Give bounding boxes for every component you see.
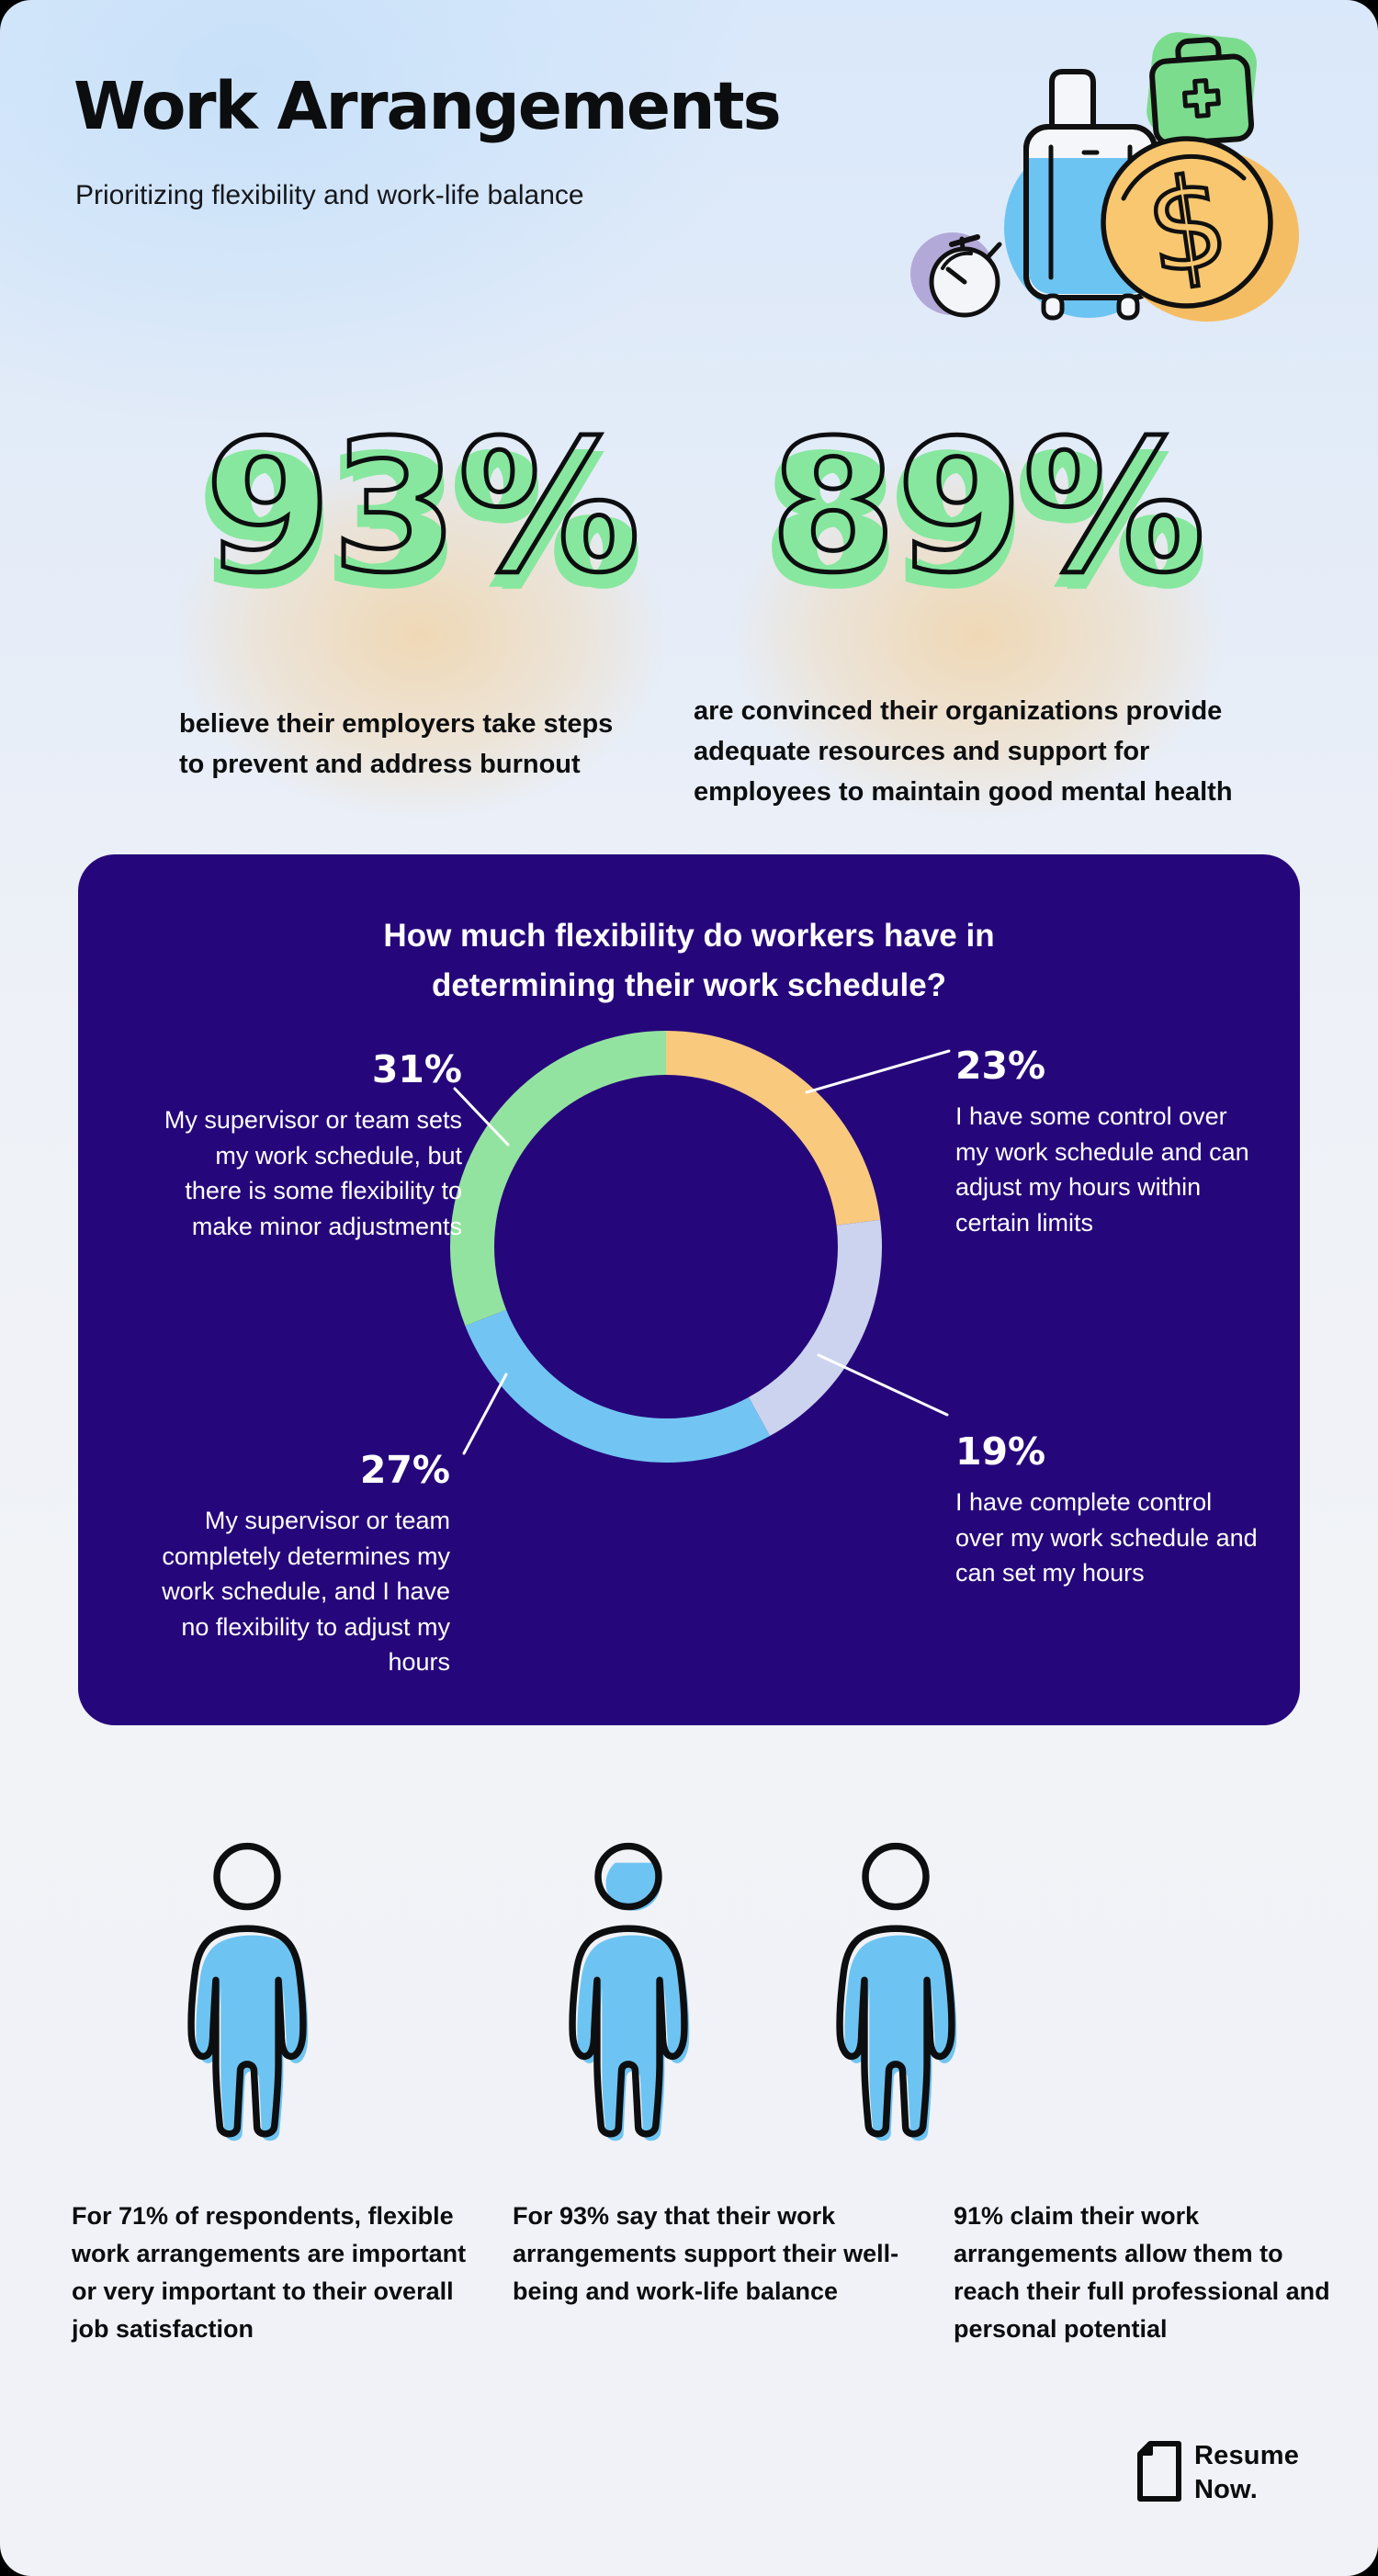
document-icon xyxy=(1137,2441,1181,2502)
person-icon xyxy=(797,1837,994,2142)
segment-label: 31% My supervisor or team sets my work s… xyxy=(155,1047,462,1244)
segment-percent: 23% xyxy=(955,1044,1046,1088)
figure-text: 91% claim their work arrangements allow … xyxy=(954,2202,1330,2344)
segment-percent: 27% xyxy=(359,1448,450,1492)
person-icon xyxy=(530,1837,727,2142)
stat-description: believe their employers take steps to pr… xyxy=(179,709,614,780)
chart-panel: How much flexibility do workers have in … xyxy=(78,854,1300,1725)
connector-line xyxy=(805,1049,951,1094)
segment-description: My supervisor or team sets my work sched… xyxy=(164,1106,462,1240)
header-illustration: $ xyxy=(910,32,1299,322)
page-title: Work Arrangements xyxy=(73,68,782,144)
connector-line xyxy=(453,1087,510,1147)
page-subtitle: Prioritizing flexibility and work-life b… xyxy=(75,180,584,210)
stat-value: 93% xyxy=(203,401,643,613)
first-aid-kit-icon xyxy=(1146,32,1257,147)
person-icon xyxy=(149,1837,345,2142)
segment-label: 23% I have some control over my work sch… xyxy=(955,1044,1262,1240)
stat-value: 89% xyxy=(768,401,1208,613)
donut-arc xyxy=(450,1031,882,1463)
stat-description: are convinced their organizations provid… xyxy=(694,696,1233,808)
dollar-coin-icon: $ xyxy=(1101,136,1299,322)
segment-percent: 19% xyxy=(955,1429,1046,1474)
connector-line xyxy=(817,1353,949,1417)
brand-name: Resume Now. xyxy=(1194,2439,1299,2506)
segment-description: My supervisor or team completely determi… xyxy=(162,1507,450,1677)
brand-line2: Now. xyxy=(1194,2474,1258,2504)
donut-arc xyxy=(450,1031,882,1463)
figure-text: For 93% say that their work arrangements… xyxy=(513,2202,899,2306)
chart-title: How much flexibility do workers have in … xyxy=(383,918,995,1004)
segment-description: I have complete control over my work sch… xyxy=(955,1488,1258,1587)
stat-glow xyxy=(643,384,1314,885)
donut-arc xyxy=(450,1031,882,1463)
stopwatch-icon xyxy=(910,232,1002,318)
segment-label: 27% My supervisor or team completely det… xyxy=(143,1448,450,1680)
figure-text: For 71% of respondents, flexible work ar… xyxy=(72,2202,467,2344)
donut-arc xyxy=(450,1031,882,1463)
brand-line1: Resume xyxy=(1194,2441,1300,2470)
segment-label: 19% I have complete control over my work… xyxy=(955,1429,1262,1591)
connector-line xyxy=(462,1373,508,1455)
segment-percent: 31% xyxy=(371,1047,462,1091)
segment-description: I have some control over my work schedul… xyxy=(955,1102,1249,1237)
